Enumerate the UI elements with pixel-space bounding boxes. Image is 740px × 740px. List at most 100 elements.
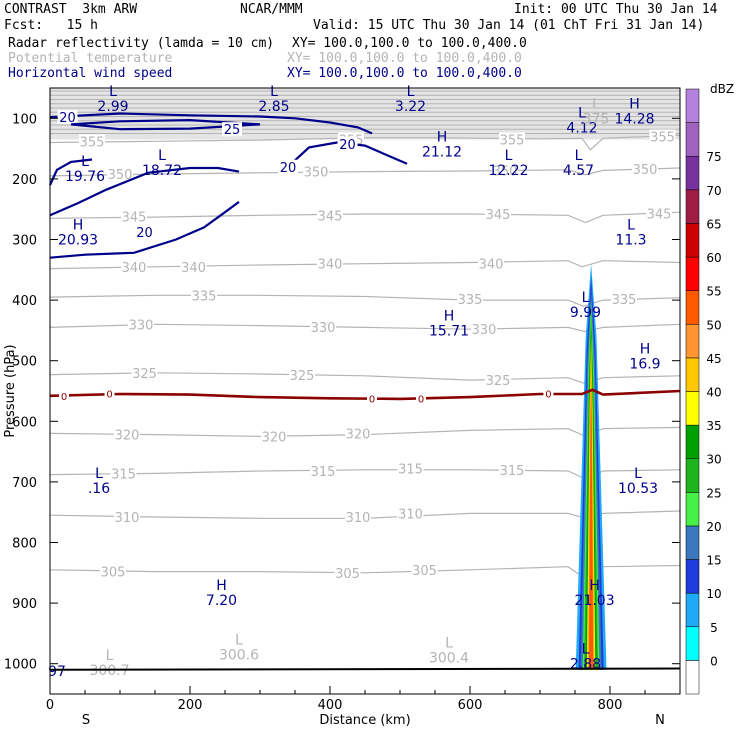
y-axis-label: Pressure (hPa) [3,344,18,437]
theta-contour-355 [49,134,681,151]
contour-label-bg [278,159,298,174]
contour-label-bg [121,209,147,224]
contour-label-bg [317,256,343,271]
extremum-value: 12.22 [488,163,528,179]
theta-contour-350 [49,167,681,177]
contour-label-bg [303,164,329,179]
extremum-value: 15.71 [429,323,469,339]
colorbar-swatch [685,391,700,426]
extremum-value: 2.99 [97,99,128,115]
theta-label: 350 [633,163,658,178]
x-start-label: S [82,713,90,728]
y-tick-label: 900 [12,597,37,612]
wind-contour-25 [70,118,261,131]
y-tick-label: 800 [12,537,37,552]
colorbar-label: 60 [706,251,721,265]
colorbar-label: 25 [706,486,721,500]
contour-label-bg [397,461,424,476]
theta-label: 335 [612,293,637,308]
contour-label-bg [57,110,78,125]
theta-label: 345 [122,210,147,225]
freezing-label: 0 [106,389,112,400]
extremum-L: L [575,148,583,164]
theta-label: 305 [335,567,360,582]
x-tick-label: 200 [178,698,203,713]
extremum-L: L [95,466,103,482]
colorbar-swatch [685,357,700,392]
extremum-H: H [640,342,651,358]
center-name: NCAR/MMM [240,2,303,17]
extremum-value: 300.4 [429,651,469,667]
extremum-H: H [437,130,448,146]
wind-contour-20 [49,166,240,217]
extremum-L: L [578,105,586,121]
extremum-L: L [106,648,114,664]
colorbar-swatch [685,660,700,695]
y-tick-label: 500 [12,355,37,370]
plot-background [50,88,680,694]
extremum-value: 300.6 [219,648,259,664]
colorbar-swatch [685,155,700,191]
theta-label: 345 [486,208,511,223]
extremum-value: 3.22 [395,99,426,115]
wind-contour-20 [49,201,240,259]
contour-label-bg [107,167,133,182]
colorbar-swatch [685,122,700,157]
extremum-value: 4.12 [566,120,597,136]
contour-label-bg [110,466,137,481]
contour-label-bg [367,393,377,404]
colorbar-swatch [685,592,700,628]
contour-label-bg [114,510,140,525]
contour-label-bg [649,129,676,144]
forecast-hour: Fcst: 15 h [4,18,98,33]
contour-label-bg [345,426,371,441]
colorbar-swatch [685,559,700,594]
colorbar-label: 75 [706,150,721,164]
contour-label-bg [397,506,424,521]
colorbar-label: 35 [706,419,721,433]
extremum-L: L [270,84,278,100]
theta-label: 355 [80,135,105,150]
colorbar-label: 30 [706,453,721,467]
extremum-L: L [81,154,89,170]
extremum-value: 20.93 [58,233,98,249]
contour-label-bg [121,259,147,274]
theta-label: 335 [192,289,217,304]
y-tick-label: 400 [12,294,37,309]
extremum-L: L [505,148,513,164]
contour-label-bg [611,291,637,306]
extremum-value: 11.3 [615,233,646,249]
contour-label-bg [471,322,497,337]
wind-label: 20 [280,161,297,176]
contour-label-bg [180,259,207,274]
wind-contour-20 [49,158,93,186]
contour-label-bg [104,388,115,399]
freezing-label: 0 [61,392,67,403]
wind-label: 20 [59,111,76,126]
extremum-H: H [216,578,227,594]
theta-contour-330 [49,323,681,333]
contour-label-bg [334,565,361,580]
colorbar-swatch [685,88,700,123]
contour-label-bg [310,463,336,478]
extremum-H: H [629,96,640,112]
extremum-value: 2.88 [570,657,601,673]
x-tick-label: 0 [46,698,54,713]
theta-label: 340 [122,261,147,276]
extremum-L: L [235,633,243,649]
y-tick-label: 600 [12,415,37,430]
colorbar-label: 65 [706,217,721,231]
theta-label: 345 [318,209,343,224]
theta-label: 320 [262,430,287,445]
extremum-value: 14.28 [614,111,654,127]
contour-label-bg [191,288,217,303]
colorbar-swatch [685,458,700,493]
wind-label: 25 [224,123,241,138]
extremum-value: 21.12 [422,145,462,161]
colorbar-label: 15 [706,554,721,568]
theta-label: 330 [129,318,154,333]
theta-label: 315 [111,467,136,482]
contour-label-bg [485,373,511,388]
